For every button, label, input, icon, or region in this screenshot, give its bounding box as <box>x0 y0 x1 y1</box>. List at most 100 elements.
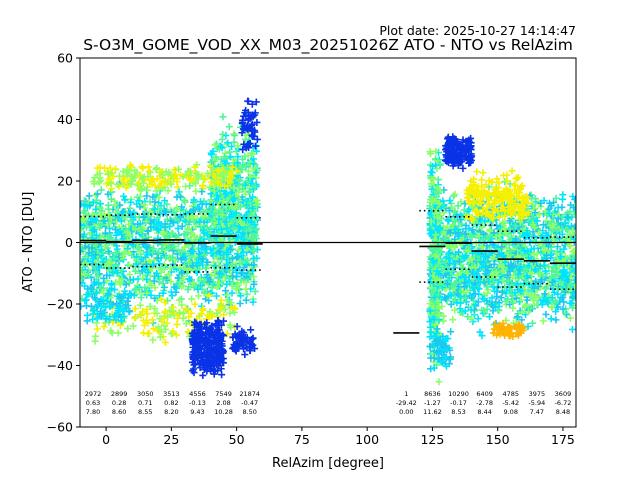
data-point <box>558 230 566 238</box>
data-point <box>447 291 455 299</box>
data-point <box>158 170 166 178</box>
data-point <box>198 345 206 353</box>
data-point <box>93 190 101 198</box>
data-point <box>440 186 448 194</box>
data-point <box>106 224 114 232</box>
data-point <box>198 352 206 360</box>
data-point <box>160 322 168 330</box>
data-point <box>231 206 239 214</box>
data-point <box>446 197 454 205</box>
data-point <box>537 278 545 286</box>
x-tick-label: 0 <box>102 432 110 447</box>
data-point <box>483 232 491 240</box>
x-tick-label: 75 <box>294 432 310 447</box>
data-point <box>159 230 167 238</box>
data-point <box>242 106 250 114</box>
data-point <box>192 319 200 327</box>
data-point <box>462 252 470 260</box>
data-point <box>106 258 114 266</box>
data-point <box>475 232 483 240</box>
data-point <box>508 206 516 214</box>
bin-stat-std: 8.20 <box>164 408 178 416</box>
data-point <box>524 308 532 316</box>
data-point <box>83 317 91 325</box>
data-point <box>150 325 158 333</box>
data-point <box>223 296 231 304</box>
data-point <box>243 124 251 132</box>
data-point <box>214 274 222 282</box>
data-point <box>97 310 105 318</box>
data-point <box>470 182 478 190</box>
data-point <box>466 232 474 240</box>
data-point <box>184 214 192 222</box>
data-point <box>516 218 524 226</box>
data-point <box>493 292 501 300</box>
data-point <box>190 205 198 213</box>
data-point <box>218 135 226 143</box>
data-point <box>238 259 246 267</box>
data-point <box>150 205 158 213</box>
data-point <box>527 291 535 299</box>
y-axis-label: ATO - NTO [DU] <box>21 192 36 293</box>
data-point <box>80 295 86 303</box>
data-point <box>196 334 204 342</box>
data-point <box>143 276 151 284</box>
data-point <box>242 296 250 304</box>
data-point <box>478 332 486 340</box>
point-cluster <box>82 280 135 325</box>
data-point <box>188 295 196 303</box>
data-point <box>117 317 125 325</box>
data-point <box>517 296 525 304</box>
data-point <box>497 294 505 302</box>
data-point <box>213 309 221 317</box>
data-point <box>550 263 558 271</box>
data-point <box>485 177 493 185</box>
data-point <box>559 266 567 274</box>
data-point <box>186 209 194 217</box>
data-point <box>445 217 453 225</box>
data-point <box>206 183 214 191</box>
data-point <box>473 207 481 215</box>
data-point <box>493 175 501 183</box>
data-point <box>495 195 503 203</box>
data-point <box>160 283 168 291</box>
data-point <box>100 274 108 282</box>
y-tick-label: 40 <box>57 112 73 127</box>
data-point <box>567 299 575 307</box>
data-point <box>511 182 519 190</box>
data-point <box>162 254 170 262</box>
data-point <box>153 164 161 172</box>
data-point <box>158 245 166 253</box>
data-point <box>126 276 134 284</box>
data-point <box>479 169 487 177</box>
data-point <box>451 208 459 216</box>
data-point <box>244 126 252 134</box>
data-point <box>434 184 442 192</box>
data-point <box>167 217 175 225</box>
data-point <box>230 138 238 146</box>
data-point <box>169 327 177 335</box>
data-point <box>85 249 93 257</box>
data-point <box>550 288 558 296</box>
data-point <box>117 217 125 225</box>
data-point <box>539 317 547 325</box>
data-point <box>87 283 95 291</box>
data-point <box>122 280 130 288</box>
data-point <box>569 227 576 235</box>
data-point <box>460 283 468 291</box>
data-point <box>184 224 192 232</box>
data-point <box>170 283 178 291</box>
data-point <box>208 310 216 318</box>
data-point <box>238 129 246 137</box>
data-point <box>467 215 475 223</box>
data-point <box>89 307 97 315</box>
data-point <box>222 218 230 226</box>
bin-stat-std: 11.62 <box>423 408 442 416</box>
data-point <box>151 284 159 292</box>
data-point <box>242 285 250 293</box>
data-point <box>227 246 235 254</box>
data-point <box>116 228 124 236</box>
data-point <box>91 294 99 302</box>
data-point <box>237 218 245 226</box>
data-point <box>544 299 552 307</box>
